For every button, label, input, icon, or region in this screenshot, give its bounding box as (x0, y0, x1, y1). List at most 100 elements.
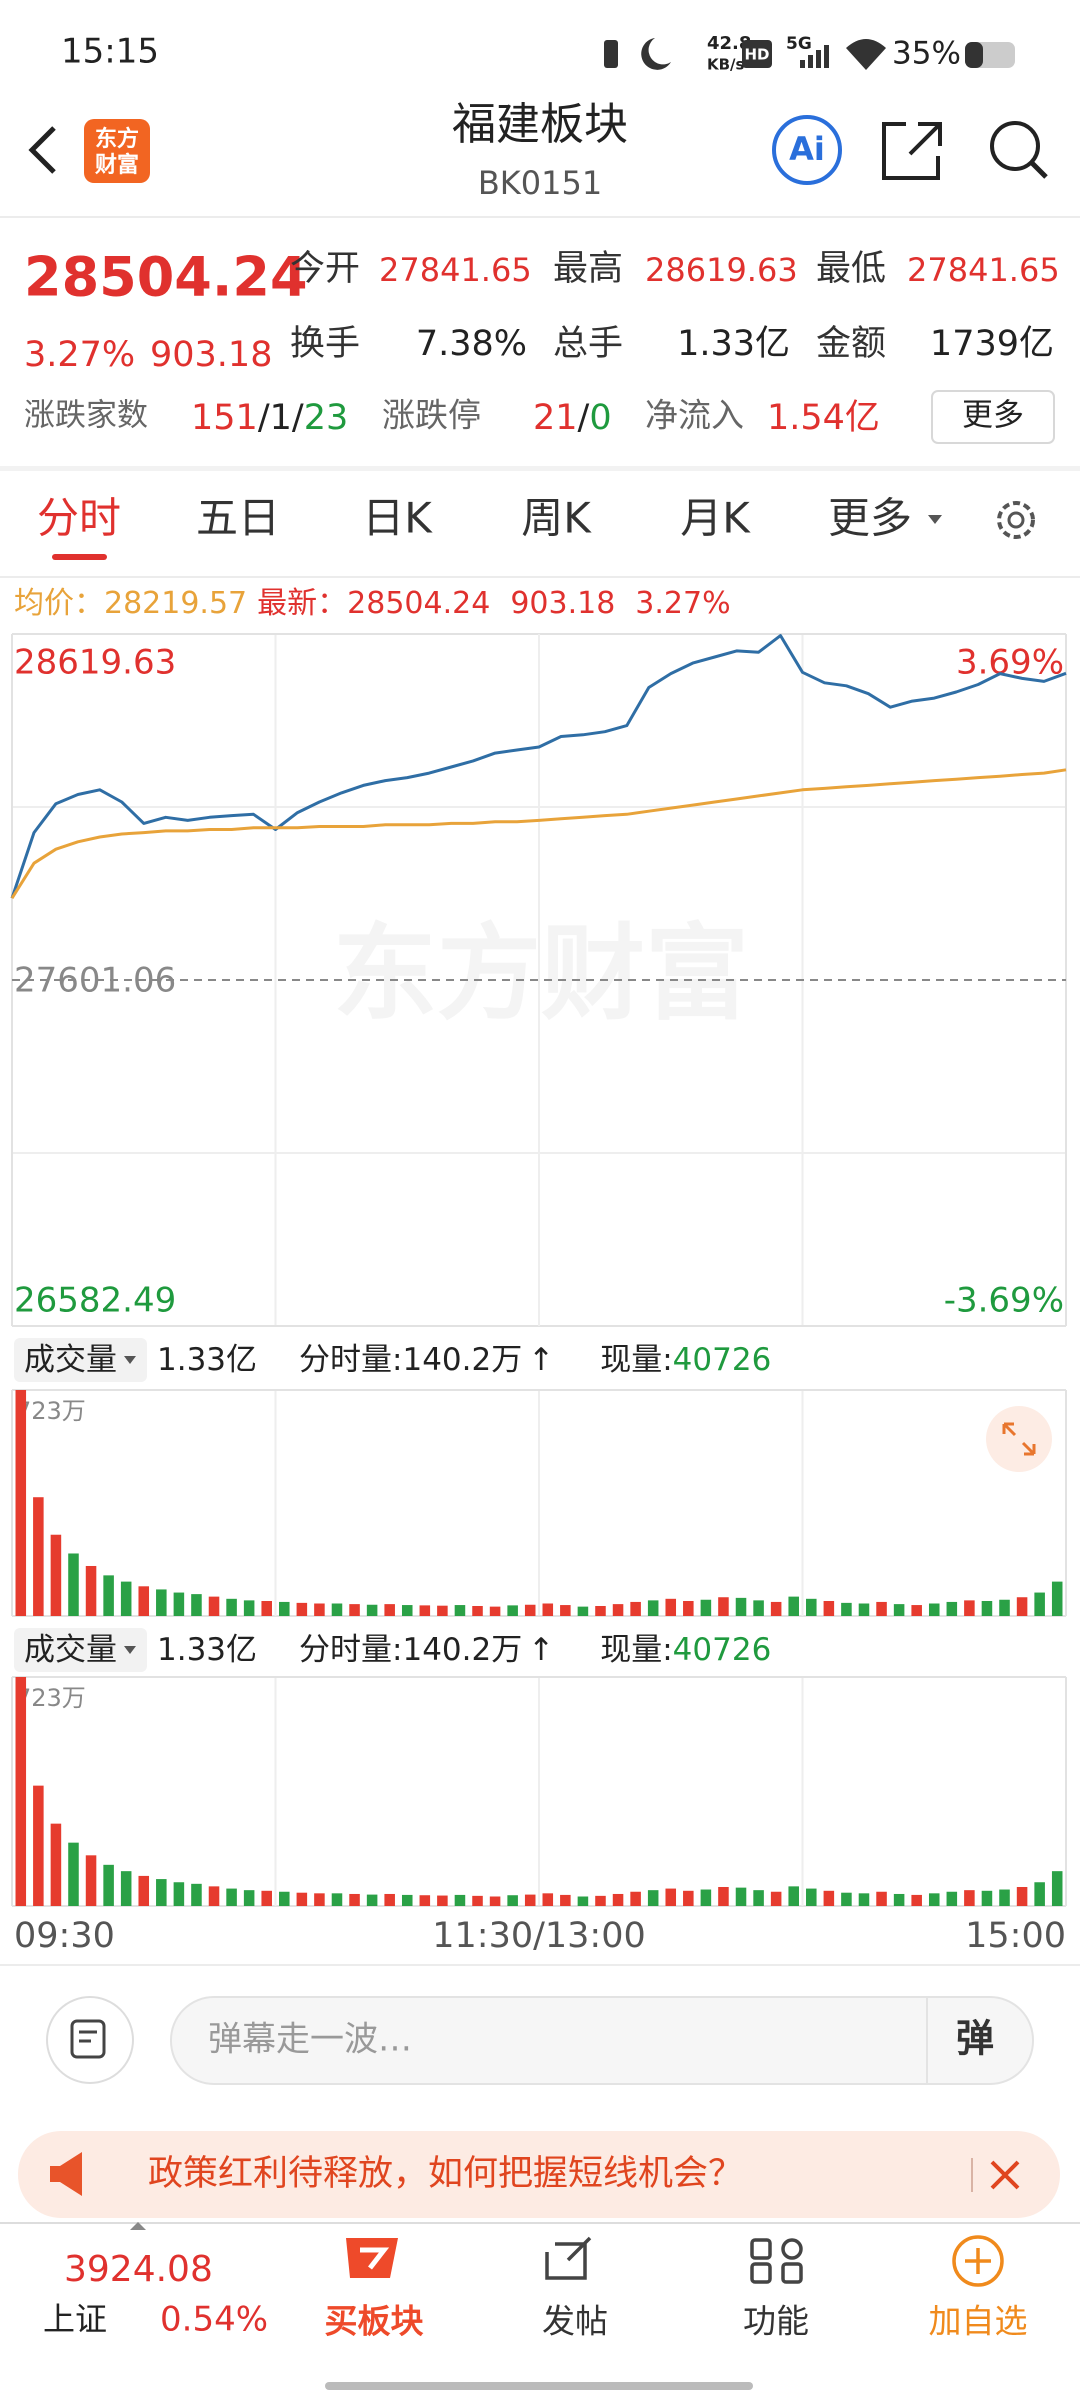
add-watchlist-icon[interactable] (952, 2235, 1004, 2287)
volume-bar (577, 1606, 589, 1616)
volume-bar (612, 1893, 624, 1906)
volume-bar (647, 1890, 659, 1906)
nav-label[interactable]: 买板块 (325, 2302, 424, 2341)
volume-bar (50, 1823, 62, 1906)
volume-bar (331, 1893, 343, 1906)
volume-bar (507, 1895, 518, 1906)
post-icon[interactable] (545, 2236, 592, 2280)
nav-label[interactable]: 加自选 (929, 2302, 1028, 2341)
net-unit: KB/s (707, 56, 745, 74)
stat-label: 今开 (290, 249, 360, 289)
banner-close[interactable] (990, 2160, 1020, 2190)
volume-bar (437, 1895, 448, 1906)
volume-bar (788, 1596, 799, 1616)
volume-total: 1.33亿 (157, 1342, 257, 1378)
volume-bar (665, 1888, 677, 1906)
minute-volume-label: 分时量: (299, 1342, 402, 1378)
volume-bar (753, 1890, 764, 1906)
nav-label[interactable]: 功能 (743, 2302, 809, 2341)
stat-label: 最低 (816, 249, 886, 289)
volume-header: 成交量 1.33亿 分时量:140.2万 ↑ 现量:40726 (24, 1342, 771, 1378)
volume-bar (683, 1890, 694, 1906)
volume-bar (999, 1889, 1010, 1906)
y-tick-label: 27601.06 (14, 961, 176, 1001)
volume-bar (296, 1602, 308, 1616)
volume-bar (68, 1553, 79, 1616)
buy-board-icon[interactable] (346, 2238, 398, 2278)
page-title: 福建板块 (452, 99, 628, 150)
tab[interactable]: 日K (362, 494, 433, 543)
function-icon[interactable] (750, 2238, 803, 2284)
danmaku-input[interactable] (170, 1996, 1034, 2085)
banner[interactable] (18, 2131, 1060, 2218)
signal-icon (800, 45, 829, 68)
volume-bar (401, 1894, 413, 1906)
volume-bar (314, 1893, 325, 1906)
volume-bar (823, 1600, 835, 1616)
volume-bar (33, 1785, 44, 1906)
index-change: 0.54% (160, 2300, 268, 2340)
danmaku-button[interactable]: 弹 (956, 2017, 994, 2061)
buy-board-icon-mark (360, 2247, 390, 2270)
back-button[interactable] (28, 126, 56, 174)
separator: / (578, 398, 590, 438)
tab[interactable]: 月K (680, 494, 751, 543)
tab[interactable]: 更多 (828, 494, 912, 543)
avg-value: 28219.57 (104, 586, 247, 621)
share-button[interactable] (882, 122, 942, 180)
volume-selector[interactable] (14, 1338, 147, 1382)
volume-bar (50, 1534, 62, 1616)
volume-selector[interactable] (14, 1628, 147, 1672)
volume-bar (507, 1605, 518, 1616)
volume-bar (928, 1603, 940, 1616)
stat-label: 换手 (290, 324, 360, 364)
volume-bar (419, 1605, 431, 1616)
tab[interactable]: 分时 (37, 494, 121, 543)
volume-bar (858, 1603, 870, 1616)
more-button[interactable] (931, 390, 1055, 444)
volume-bar (314, 1603, 325, 1616)
volume-bar (138, 1586, 150, 1616)
now-volume: 40726 (673, 1632, 772, 1668)
network-type: 5G (786, 34, 812, 54)
y-tick-label: 723万 (16, 1684, 86, 1712)
volume-bar (173, 1592, 185, 1616)
vibrate-icon (604, 40, 618, 68)
settings-button[interactable] (997, 501, 1035, 539)
tab-indicator (52, 554, 107, 560)
volume-bar (261, 1890, 272, 1906)
volume-bar (542, 1603, 554, 1616)
volume-bar (331, 1603, 343, 1616)
dropdown-icon (124, 1646, 136, 1654)
volume-bar (665, 1598, 677, 1616)
volume-bar (1034, 1592, 1045, 1616)
volume-bar (524, 1604, 536, 1616)
wifi-icon (846, 39, 886, 70)
expand-button[interactable] (986, 1406, 1052, 1472)
volume-bar (226, 1598, 237, 1616)
volume-title: 成交量 (24, 1632, 117, 1668)
search-button[interactable] (990, 121, 1040, 171)
volume-bar (437, 1605, 448, 1616)
volume-bar (208, 1596, 220, 1616)
tab[interactable]: 五日 (196, 494, 280, 543)
ai-button[interactable] (772, 115, 842, 185)
minute-volume: 140.2万 (402, 1632, 522, 1668)
danmaku-placeholder: 弹幕走一波… (208, 2020, 412, 2060)
volume-bar (243, 1600, 255, 1616)
stat-value: 27841.65 (907, 251, 1060, 289)
banner-text: 政策红利待释放，如何把握短线机会？ (148, 2154, 743, 2194)
volume-bar (612, 1604, 624, 1616)
tab[interactable]: 周K (521, 494, 592, 543)
breadth-label: 涨跌家数 (24, 398, 148, 434)
nav-label[interactable]: 发帖 (542, 2302, 608, 2341)
inflow-label: 净流入 (645, 396, 744, 435)
up-arrow: ↑ (528, 1632, 554, 1668)
volume-bar (15, 1677, 27, 1906)
volume-bar (15, 1390, 27, 1616)
now-volume-label: 现量: (600, 1632, 672, 1668)
stats: 今开 27841.65 最高 28619.63 最低 27841.65 换手 7.38% 总手 1… (290, 249, 1060, 364)
volume-bar (946, 1891, 958, 1906)
y2-tick-label: -3.69% (944, 1281, 1064, 1321)
